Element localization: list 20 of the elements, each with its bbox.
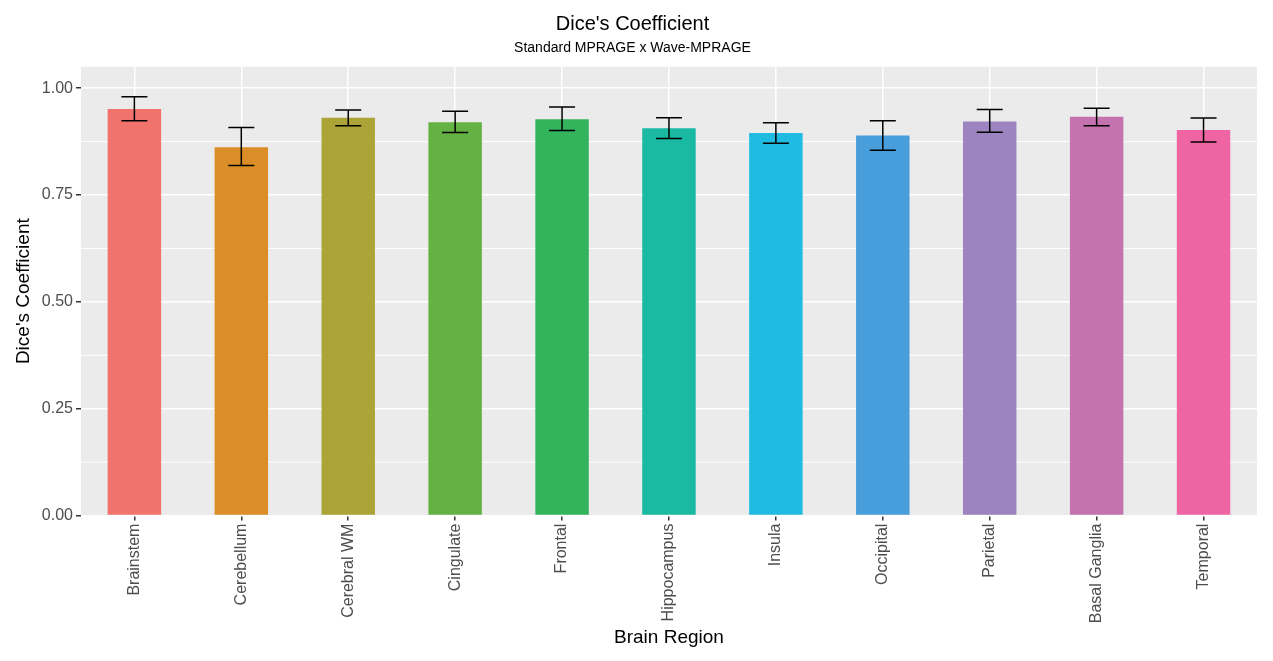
- x-tick-label: Cerebellum: [231, 523, 249, 606]
- x-tick-label: Frontal: [552, 523, 570, 574]
- x-tick-label: Cingulate: [445, 523, 463, 592]
- y-tick-label: 0.75: [41, 185, 74, 203]
- chart-title: Dice's Coefficient: [555, 11, 710, 34]
- y-axis-title: Dice's Coefficient: [11, 217, 33, 365]
- x-tick-label: Brainstem: [124, 523, 142, 596]
- x-tick-label: Basal Ganglia: [1087, 523, 1105, 624]
- y-tick-label: 0.25: [41, 399, 74, 417]
- x-tick-label: Temporal: [1193, 523, 1211, 590]
- x-tick-label: Parietal: [980, 523, 998, 578]
- y-tick-label: 0.00: [41, 505, 74, 523]
- y-tick-label: 0.50: [41, 292, 74, 310]
- x-tick-label: Cerebral WM: [338, 523, 356, 618]
- x-axis-title: Brain Region: [614, 625, 724, 647]
- y-tick-label: 1.00: [41, 78, 74, 96]
- chart-subtitle: Standard MPRAGE x Wave-MPRAGE: [514, 39, 751, 56]
- x-tick-label: Occipital: [873, 523, 891, 585]
- x-tick-label: Insula: [766, 523, 784, 567]
- x-tick-label: Hippocampus: [659, 523, 677, 622]
